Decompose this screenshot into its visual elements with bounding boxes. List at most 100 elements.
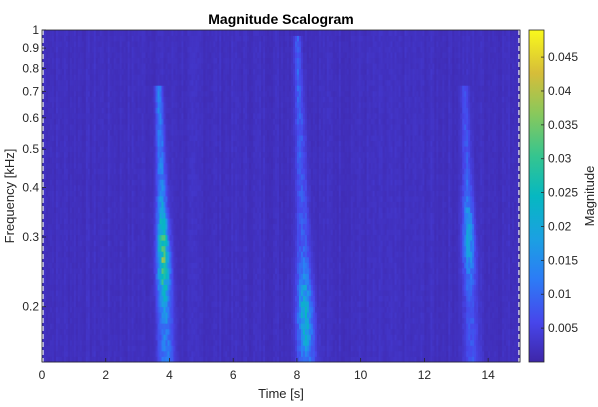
- heatmap-cell: [147, 223, 150, 230]
- heatmap-cell: [123, 113, 127, 119]
- heatmap-cell: [105, 229, 109, 236]
- heatmap-cell: [185, 262, 188, 269]
- heatmap-cell: [193, 284, 196, 291]
- heatmap-cell: [161, 240, 164, 247]
- heatmap-cell: [187, 201, 190, 208]
- heatmap-cell: [159, 107, 162, 114]
- heatmap-cell: [65, 140, 69, 147]
- heatmap-cell: [65, 245, 69, 252]
- heatmap-cell: [59, 52, 63, 59]
- heatmap-cell: [89, 345, 93, 352]
- heatmap-cell: [135, 223, 138, 230]
- heatmap-cell: [79, 279, 83, 285]
- heatmap-cell: [61, 146, 65, 153]
- heatmap-cell: [175, 96, 178, 103]
- heatmap-cell: [125, 262, 129, 269]
- heatmap-cell: [191, 52, 194, 59]
- heatmap-cell: [77, 74, 81, 81]
- heatmap-cell: [193, 345, 196, 352]
- heatmap-cell: [171, 46, 174, 53]
- heatmap-cell: [137, 350, 140, 357]
- heatmap-cell: [203, 35, 206, 42]
- heatmap-cell: [91, 179, 95, 186]
- heatmap-cell: [201, 256, 204, 263]
- heatmap-cell: [119, 251, 123, 258]
- heatmap-cell: [79, 295, 83, 302]
- heatmap-cell: [83, 157, 87, 164]
- heatmap-cell: [51, 35, 55, 42]
- heatmap-cell: [141, 57, 144, 64]
- heatmap-cell: [201, 107, 204, 114]
- heatmap-cell: [171, 334, 174, 341]
- heatmap-cell: [199, 135, 202, 142]
- heatmap-cell: [195, 146, 198, 153]
- heatmap-cell: [159, 168, 162, 175]
- heatmap-cell: [199, 52, 202, 59]
- heatmap-cell: [205, 140, 208, 147]
- heatmap-cell: [169, 229, 172, 236]
- heatmap-cell: [105, 135, 109, 142]
- heatmap-cell: [111, 279, 115, 285]
- heatmap-cell: [207, 350, 210, 357]
- heatmap-cell: [183, 251, 186, 258]
- heatmap-cell: [125, 223, 129, 230]
- heatmap-cell: [69, 57, 73, 64]
- heatmap-cell: [119, 229, 123, 236]
- heatmap-cell: [95, 262, 99, 269]
- heatmap-cell: [121, 113, 125, 119]
- heatmap-cell: [171, 129, 174, 136]
- heatmap-cell: [91, 273, 95, 280]
- heatmap-cell: [95, 290, 99, 296]
- heatmap-cell: [85, 90, 89, 97]
- heatmap-cell: [63, 30, 67, 36]
- heatmap-cell: [97, 168, 101, 175]
- heatmap-cell: [61, 157, 65, 164]
- heatmap-cell: [203, 345, 206, 352]
- heatmap-cell: [175, 107, 178, 114]
- heatmap-cell: [87, 30, 91, 36]
- heatmap-cell: [155, 317, 158, 324]
- heatmap-cell: [109, 41, 113, 47]
- heatmap-cell: [155, 295, 158, 302]
- heatmap-cell: [99, 350, 103, 357]
- heatmap-cell: [129, 240, 133, 247]
- heatmap-cell: [155, 345, 158, 352]
- heatmap-cell: [107, 41, 111, 47]
- heatmap-cell: [165, 57, 168, 64]
- heatmap-cell: [133, 151, 137, 158]
- heatmap-cell: [95, 301, 99, 308]
- heatmap-cell: [71, 118, 75, 125]
- heatmap-cell: [73, 350, 77, 357]
- heatmap-cell: [81, 96, 85, 103]
- heatmap-cell: [161, 212, 164, 219]
- heatmap-cell: [85, 30, 89, 36]
- heatmap-cell: [47, 46, 51, 53]
- heatmap-cell: [51, 113, 55, 119]
- heatmap-cell: [169, 190, 172, 197]
- heatmap-cell: [137, 306, 140, 313]
- heatmap-cell: [73, 262, 77, 269]
- heatmap-cell: [55, 146, 59, 153]
- heatmap-cell: [81, 212, 85, 219]
- heatmap-cell: [135, 57, 138, 64]
- heatmap-cell: [101, 68, 105, 75]
- heatmap-cell: [203, 306, 206, 313]
- heatmap-cell: [187, 356, 190, 363]
- heatmap-cell: [185, 118, 188, 125]
- heatmap-cell: [207, 295, 210, 302]
- heatmap-cell: [137, 30, 140, 36]
- heatmap-cell: [199, 317, 202, 324]
- heatmap-cell: [81, 196, 85, 202]
- heatmap-cell: [135, 334, 138, 341]
- heatmap-cell: [53, 229, 57, 236]
- heatmap-cell: [147, 317, 150, 324]
- heatmap-cell: [91, 162, 95, 169]
- heatmap-cell: [113, 46, 117, 53]
- heatmap-cell: [99, 101, 103, 108]
- heatmap-cell: [53, 339, 57, 346]
- heatmap-cell: [91, 30, 95, 36]
- heatmap-cell: [63, 279, 67, 285]
- heatmap-cell: [55, 190, 59, 197]
- heatmap-cell: [45, 279, 49, 285]
- heatmap-cell: [119, 284, 123, 291]
